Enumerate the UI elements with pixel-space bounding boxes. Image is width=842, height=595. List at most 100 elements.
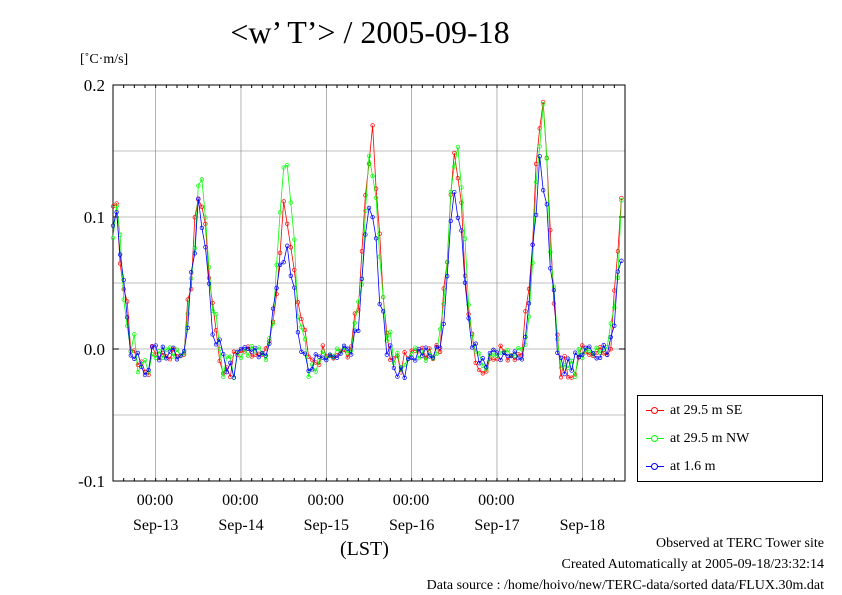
data-point-nw bbox=[171, 354, 176, 359]
data-point-m16 bbox=[302, 351, 308, 356]
data-point-m16 bbox=[221, 351, 226, 357]
data-point-m16 bbox=[448, 218, 453, 224]
data-point-m16 bbox=[132, 356, 137, 361]
data-point-m16 bbox=[295, 330, 301, 335]
data-point-nw bbox=[466, 302, 471, 307]
data-point-nw bbox=[619, 198, 624, 203]
data-point-nw bbox=[455, 144, 461, 150]
x-date-label: Sep-18 bbox=[560, 517, 605, 534]
data-point-nw bbox=[125, 323, 130, 329]
data-point-se bbox=[441, 286, 446, 291]
data-point-m16 bbox=[590, 351, 596, 356]
data-point-se bbox=[512, 357, 517, 363]
data-point-se bbox=[619, 195, 624, 201]
data-point-nw bbox=[299, 325, 304, 330]
data-point-m16 bbox=[427, 354, 432, 359]
data-point-m16 bbox=[238, 346, 244, 352]
data-point-se bbox=[370, 123, 375, 128]
x-time-label: 00:00 bbox=[393, 492, 429, 509]
legend-label-nw: at 29.5 m NW bbox=[670, 431, 750, 446]
data-point-nw bbox=[548, 249, 553, 254]
data-point-nw bbox=[462, 236, 468, 241]
data-point-nw bbox=[228, 354, 233, 359]
data-point-nw bbox=[366, 153, 372, 159]
data-point-m16 bbox=[242, 345, 247, 350]
data-point-nw bbox=[313, 369, 318, 374]
data-point-m16 bbox=[484, 364, 489, 370]
data-point-nw bbox=[541, 102, 546, 107]
data-point-nw bbox=[153, 355, 158, 361]
data-point-se bbox=[295, 300, 301, 305]
data-point-m16 bbox=[206, 281, 212, 286]
data-point-m16 bbox=[210, 332, 215, 337]
data-point-m16 bbox=[605, 352, 610, 357]
data-point-nw bbox=[249, 343, 254, 349]
data-point-nw bbox=[203, 215, 208, 220]
data-point-m16 bbox=[181, 349, 187, 354]
data-point-m16 bbox=[199, 225, 205, 231]
data-point-m16 bbox=[356, 328, 361, 333]
data-point-se bbox=[288, 245, 293, 250]
data-point-se bbox=[562, 353, 567, 359]
data-point-nw bbox=[537, 144, 542, 149]
data-point-nw bbox=[263, 357, 269, 363]
data-point-m16 bbox=[217, 337, 222, 342]
data-point-se bbox=[505, 358, 510, 363]
data-point-m16 bbox=[413, 358, 418, 363]
data-point-se bbox=[281, 199, 286, 204]
data-point-m16 bbox=[402, 375, 407, 380]
legend: at 29.5 m SE at 29.5 m NW at 1.6 m bbox=[637, 395, 823, 482]
data-point-m16 bbox=[178, 353, 183, 358]
data-point-m16 bbox=[359, 276, 365, 281]
data-point-m16 bbox=[160, 344, 165, 349]
data-point-nw bbox=[573, 374, 578, 379]
data-point-se bbox=[480, 371, 485, 376]
data-point-nw bbox=[381, 294, 386, 300]
legend-symbol-se bbox=[646, 406, 664, 416]
data-point-m16 bbox=[327, 352, 333, 357]
data-point-nw bbox=[199, 177, 205, 182]
data-point-m16 bbox=[409, 355, 414, 360]
data-point-nw bbox=[320, 349, 325, 354]
data-point-m16 bbox=[164, 356, 169, 361]
series-line-nw bbox=[112, 104, 622, 378]
data-point-m16 bbox=[519, 357, 525, 362]
data-point-nw bbox=[377, 254, 382, 259]
data-point-m16 bbox=[491, 347, 496, 352]
footer-source: Data source : /home/hoivo/new/TERC-data/… bbox=[426, 578, 824, 593]
data-point-m16 bbox=[395, 374, 400, 379]
data-point-m16 bbox=[149, 344, 155, 349]
data-point-se bbox=[317, 362, 322, 367]
data-point-nw bbox=[413, 345, 418, 350]
data-point-nw bbox=[135, 369, 141, 375]
x-date-label: Sep-15 bbox=[304, 517, 349, 534]
data-point-nw bbox=[445, 259, 450, 265]
data-point-m16 bbox=[423, 345, 429, 350]
data-point-m16 bbox=[523, 334, 528, 340]
data-point-nw bbox=[295, 314, 301, 319]
data-point-m16 bbox=[235, 349, 240, 355]
data-point-m16 bbox=[128, 353, 133, 358]
data-point-m16 bbox=[576, 355, 581, 360]
data-point-nw bbox=[185, 311, 190, 316]
data-point-m16 bbox=[377, 301, 382, 307]
data-point-nw bbox=[530, 260, 535, 266]
data-point-m16 bbox=[334, 355, 340, 360]
data-point-se bbox=[199, 204, 205, 209]
data-point-m16 bbox=[345, 346, 350, 351]
footer-created: Created Automatically at 2005-09-18/23:3… bbox=[561, 557, 824, 572]
data-point-nw bbox=[544, 156, 549, 161]
data-point-se bbox=[402, 350, 407, 355]
x-date-label: Sep-14 bbox=[218, 517, 263, 534]
x-date-label: Sep-13 bbox=[133, 517, 178, 534]
data-point-m16 bbox=[480, 356, 485, 361]
data-point-m16 bbox=[306, 368, 311, 373]
data-point-se bbox=[320, 343, 325, 348]
data-point-m16 bbox=[541, 188, 546, 193]
data-point-m16 bbox=[391, 365, 397, 371]
data-point-se bbox=[580, 343, 585, 348]
data-point-m16 bbox=[203, 245, 208, 250]
legend-item-se: at 29.5 m SE bbox=[646, 401, 742, 421]
data-point-m16 bbox=[562, 371, 567, 377]
data-point-m16 bbox=[441, 321, 446, 327]
